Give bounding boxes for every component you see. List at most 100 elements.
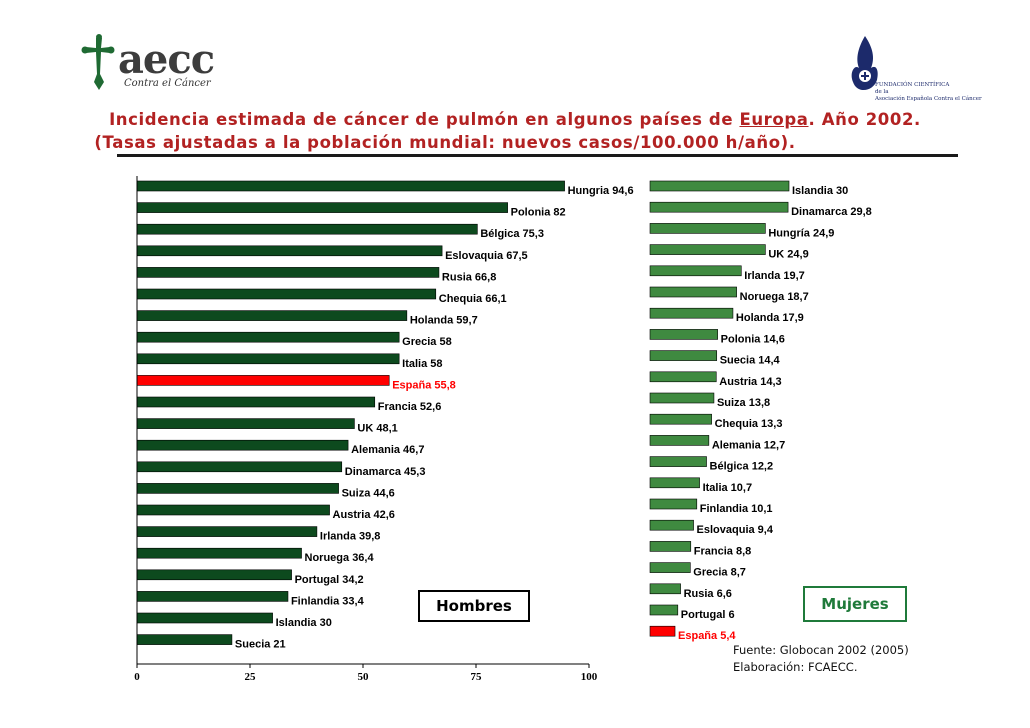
men-bar-label-austria: Austria 42,6: [333, 509, 395, 521]
men-bar-eslovaquia: [136, 245, 443, 257]
men-bar-label-francia: Francia 52,6: [378, 401, 442, 413]
title-part2: . Año 2002.: [808, 110, 921, 129]
women-bar-label-austria: Austria 14,3: [719, 376, 781, 388]
men-bar-rusia: [136, 267, 440, 278]
logo-name: aecc: [118, 36, 215, 83]
men-bar-label-finlandia: Finlandia 33,4: [291, 595, 365, 607]
women-bar-label-eslovaquia: Eslovaquia 9,4: [697, 524, 774, 536]
women-bar-irlanda: [649, 265, 742, 277]
women-bar-label-italia: Italia 10,7: [703, 482, 753, 494]
women-bar-label-finlandia: Finlandia 10,1: [700, 503, 773, 515]
women-bar-polonia: [649, 329, 718, 340]
men-bar-portugal: [136, 569, 292, 581]
men-bar-hungria: [136, 180, 565, 192]
men-bar-finlandia: [136, 591, 289, 602]
women-bar-holanda: [649, 307, 734, 319]
title-part1: Incidencia estimada de cáncer de pulmón …: [109, 110, 740, 129]
source-note: Fuente: Globocan 2002 (2005) Elaboración…: [733, 642, 909, 676]
x-tick-label: 75: [471, 671, 483, 683]
men-bar-dinamarca: [136, 461, 343, 473]
aecc-logo: aecc Contra el Cáncer: [74, 34, 234, 94]
men-bar-label-suiza: Suiza 44,6: [342, 487, 395, 499]
men-bar-uk: [136, 418, 355, 429]
men-bar-label-polonia: Polonia 82: [511, 207, 566, 219]
women-bar-hungria: [649, 223, 766, 234]
logo-subtitle: Contra el Cáncer: [124, 78, 211, 89]
women-bar-austria: [649, 371, 717, 383]
men-bar-holanda: [136, 310, 408, 321]
title-divider: [117, 154, 958, 157]
men-bar-islandia: [136, 612, 273, 624]
women-bar-portugal: [649, 604, 679, 616]
cross-icon: [81, 34, 115, 90]
flame-emblem-icon: [851, 36, 878, 91]
men-bar-label-portugal: Portugal 34,2: [295, 574, 364, 586]
women-bar-label-dinamarca: Dinamarca 29,8: [791, 206, 872, 218]
women-bars: Islandia 30 Dinamarca 29,8 Hungría 24,9 UK …: [649, 180, 872, 642]
men-bar-label-italia: Italia 58: [402, 358, 442, 370]
men-bar-label-grecia: Grecia 58: [402, 336, 452, 348]
men-bar-label-alemania: Alemania 46,7: [351, 444, 424, 456]
women-bar-label-espana: España 5,4: [678, 630, 736, 642]
men-bar-label-suecia: Suecia 21: [235, 639, 286, 651]
foundation-line1: FUNDACIÓN CIENTÍFICA: [875, 82, 950, 88]
women-bar-belgica: [649, 456, 707, 467]
women-bar-label-grecia: Grecia 8,7: [693, 567, 746, 579]
foundation-line3: Asociación Española Contra el Cáncer: [875, 96, 982, 102]
foundation-line2: de la: [875, 89, 889, 95]
credit-line: Elaboración: FCAECC.: [733, 660, 858, 674]
women-bar-label-portugal: Portugal 6: [681, 609, 735, 621]
women-bar-islandia: [649, 180, 790, 192]
women-bar-label-polonia: Polonia 14,6: [721, 333, 785, 345]
men-bar-label-dinamarca: Dinamarca 45,3: [345, 466, 426, 478]
women-bar-label-suiza: Suiza 13,8: [717, 397, 770, 409]
men-bar-austria: [136, 504, 330, 516]
men-bar-chequia: [136, 288, 437, 300]
men-bar-belgica: [136, 223, 478, 235]
men-bar-francia: [136, 396, 376, 408]
women-bar-dinamarca: [649, 201, 789, 213]
men-bar-noruega: [136, 547, 302, 559]
men-bar-label-islandia: Islandia 30: [276, 617, 332, 629]
women-bar-francia: [649, 541, 692, 552]
women-bar-alemania: [649, 435, 710, 446]
men-bar-label-noruega: Noruega 36,4: [305, 552, 375, 564]
men-bar-alemania: [136, 439, 349, 451]
women-bar-label-irlanda: Irlanda 19,7: [744, 270, 805, 282]
men-bar-label-belgica: Bélgica 75,3: [480, 228, 544, 240]
women-bar-label-suecia: Suecia 14,4: [720, 355, 781, 367]
women-bar-label-uk: UK 24,9: [768, 249, 808, 261]
x-tick-label: 0: [134, 671, 140, 683]
title-link-europa[interactable]: Europa: [739, 110, 809, 129]
women-bar-label-francia: Francia 8,8: [694, 545, 751, 557]
x-axis: 0 25 50 75 100: [134, 176, 598, 683]
men-bar-suiza: [136, 483, 339, 494]
women-bar-label-alemania: Alemania 12,7: [712, 439, 785, 451]
men-bar-label-irlanda: Irlanda 39,8: [320, 531, 381, 543]
men-bar-polonia: [136, 202, 508, 213]
men-bar-label-chequia: Chequia 66,1: [439, 293, 507, 305]
women-bar-label-hungria: Hungría 24,9: [768, 227, 834, 239]
women-bar-label-belgica: Bélgica 12,2: [710, 461, 774, 473]
women-bar-uk: [649, 244, 766, 255]
women-bar-italia: [649, 477, 700, 489]
women-bar-chequia: [649, 413, 712, 425]
women-bar-label-noruega: Noruega 18,7: [740, 291, 809, 303]
men-bar-label-espana: España 55,8: [392, 379, 456, 391]
women-bar-label-islandia: Islandia 30: [792, 185, 848, 197]
women-bar-label-holanda: Holanda 17,9: [736, 312, 804, 324]
source-line: Fuente: Globocan 2002 (2005): [733, 643, 909, 657]
women-bar-finlandia: [649, 498, 698, 510]
men-bar-espana: [136, 375, 390, 386]
women-bar-noruega: [649, 286, 737, 298]
men-bar-suecia: [136, 634, 233, 645]
men-bar-label-uk: UK 48,1: [357, 423, 397, 435]
women-bar-suecia: [649, 350, 718, 361]
women-bar-label-rusia: Rusia 6,6: [684, 588, 732, 600]
women-bar-eslovaquia: [649, 519, 694, 531]
men-bar-label-eslovaquia: Eslovaquia 67,5: [445, 250, 528, 262]
x-tick-label: 100: [581, 671, 598, 683]
men-bar-grecia: [136, 331, 400, 343]
